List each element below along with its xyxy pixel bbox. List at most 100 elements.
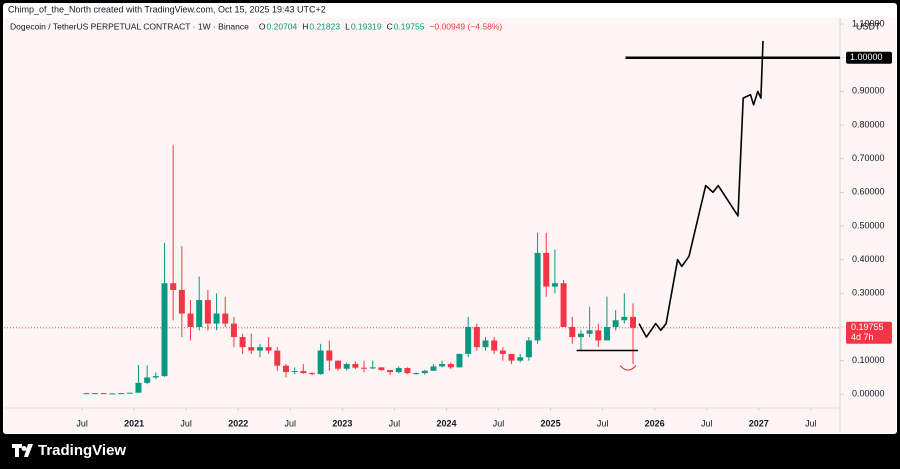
unit: USDT (856, 21, 881, 31)
candle-body (430, 366, 437, 371)
ohlc-value: 0.19755 (394, 21, 425, 31)
x-tick-label: 2022 (228, 418, 248, 428)
logo (12, 444, 33, 457)
candle-body (326, 350, 333, 361)
candle-body (213, 313, 220, 324)
candle-body (178, 289, 185, 314)
candle-body (395, 368, 402, 373)
candle-body (291, 371, 298, 373)
ohlc-value: 0.21823 (309, 21, 340, 31)
x-tick-label: Jul (701, 418, 713, 428)
x-tick-label: Jul (493, 418, 505, 428)
candle-body (603, 326, 610, 341)
candle-body (239, 337, 246, 348)
candle-body (586, 330, 593, 334)
candle-body (196, 300, 203, 327)
y-tick-label: 0.40000 (852, 254, 885, 264)
x-tick-label: 2023 (332, 418, 352, 428)
plot-area (4, 18, 840, 433)
y-tick-label: 0.50000 (852, 220, 885, 230)
y-tick-label: 1.10000 (852, 18, 885, 28)
candle-body (308, 373, 315, 375)
candle-body (126, 392, 133, 394)
candle-body (100, 393, 107, 395)
candle-body (473, 326, 480, 348)
candle-body (161, 283, 168, 377)
candle-body (499, 350, 506, 354)
x-tick-label: 2024 (436, 418, 456, 428)
x-tick-label: Jul (180, 418, 192, 428)
candle-body (135, 382, 142, 393)
candle-body (317, 350, 324, 375)
candles (83, 145, 636, 395)
candle-body (230, 323, 237, 338)
target-label-box (846, 51, 892, 64)
x-tick-label: Jul (76, 418, 88, 428)
candle-body (248, 347, 255, 351)
candle-body (560, 283, 567, 327)
ohlc-prefix: H (302, 21, 308, 31)
candle-body (612, 320, 619, 327)
candle-body (421, 370, 428, 374)
candle-body (595, 330, 602, 341)
candle-body (352, 364, 359, 368)
brand: TradingView (38, 442, 126, 459)
ohlc-prefix: C (387, 21, 393, 31)
candle-body (118, 393, 125, 395)
candle-body (621, 316, 628, 321)
candle-body (378, 367, 385, 371)
candle-body (92, 393, 99, 395)
y-tick-label: 0.00000 (852, 389, 885, 399)
candle-body (265, 347, 272, 351)
candle-body (551, 283, 558, 287)
candle-body (629, 316, 636, 328)
candle-body (282, 365, 289, 373)
y-tick-label: 0.30000 (852, 288, 885, 298)
x-tick-label: Jul (805, 418, 817, 428)
candle-body (447, 364, 454, 368)
candle-body (456, 353, 463, 368)
candle-body (170, 283, 177, 290)
x-tick-label: 2027 (749, 418, 769, 428)
last-price-label: 0.19755 (851, 322, 884, 332)
x-tick-label: Jul (389, 418, 401, 428)
candle-body (144, 377, 151, 383)
candle-body (152, 376, 159, 378)
candle-body (256, 347, 263, 351)
y-tick-label: 0.70000 (852, 153, 885, 163)
candle-body (569, 326, 576, 338)
candle-body (204, 300, 211, 324)
candle-body (534, 252, 541, 341)
ohlc-change: −0.00949 (−4.58%) (429, 21, 502, 31)
candle-body (222, 313, 229, 324)
y-tick-label: 0.60000 (852, 187, 885, 197)
y-tick-label: 0.90000 (852, 86, 885, 96)
x-tick-label: 2021 (124, 418, 144, 428)
candle-body (525, 340, 532, 358)
candle-body (439, 364, 446, 367)
candle-body (491, 340, 498, 351)
candle-body (343, 364, 350, 369)
countdown: 4d 7h (851, 332, 874, 342)
ohlc-value: 0.19319 (351, 21, 382, 31)
candle-body (109, 393, 116, 395)
logo-mark (12, 444, 33, 457)
last-price-box (846, 321, 892, 344)
target-label: 1.00000 (850, 52, 883, 62)
candle-body (413, 373, 420, 375)
candle-body (187, 313, 194, 327)
bounce-arc (619, 365, 637, 371)
candle-body (543, 252, 550, 287)
y-tick-label: 0.80000 (852, 119, 885, 129)
candle-body (83, 393, 90, 395)
x-tick-label: 2025 (541, 418, 561, 428)
y-tick-label: 0.10000 (852, 355, 885, 365)
candle-body (369, 367, 376, 369)
candle-body (361, 367, 368, 369)
candle-body (335, 360, 342, 369)
candle-body (482, 340, 489, 348)
candle-body (508, 353, 515, 361)
candle-body (274, 350, 281, 366)
ohlc-prefix: L (345, 21, 350, 31)
